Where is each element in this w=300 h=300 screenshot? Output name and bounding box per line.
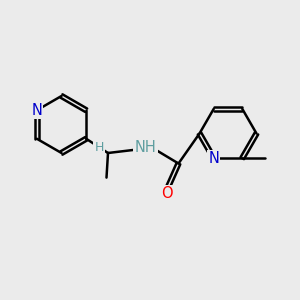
Text: N: N — [208, 151, 219, 166]
Text: O: O — [161, 186, 172, 201]
Text: NH: NH — [135, 140, 156, 154]
Text: H: H — [94, 141, 104, 154]
Text: N: N — [32, 103, 42, 118]
